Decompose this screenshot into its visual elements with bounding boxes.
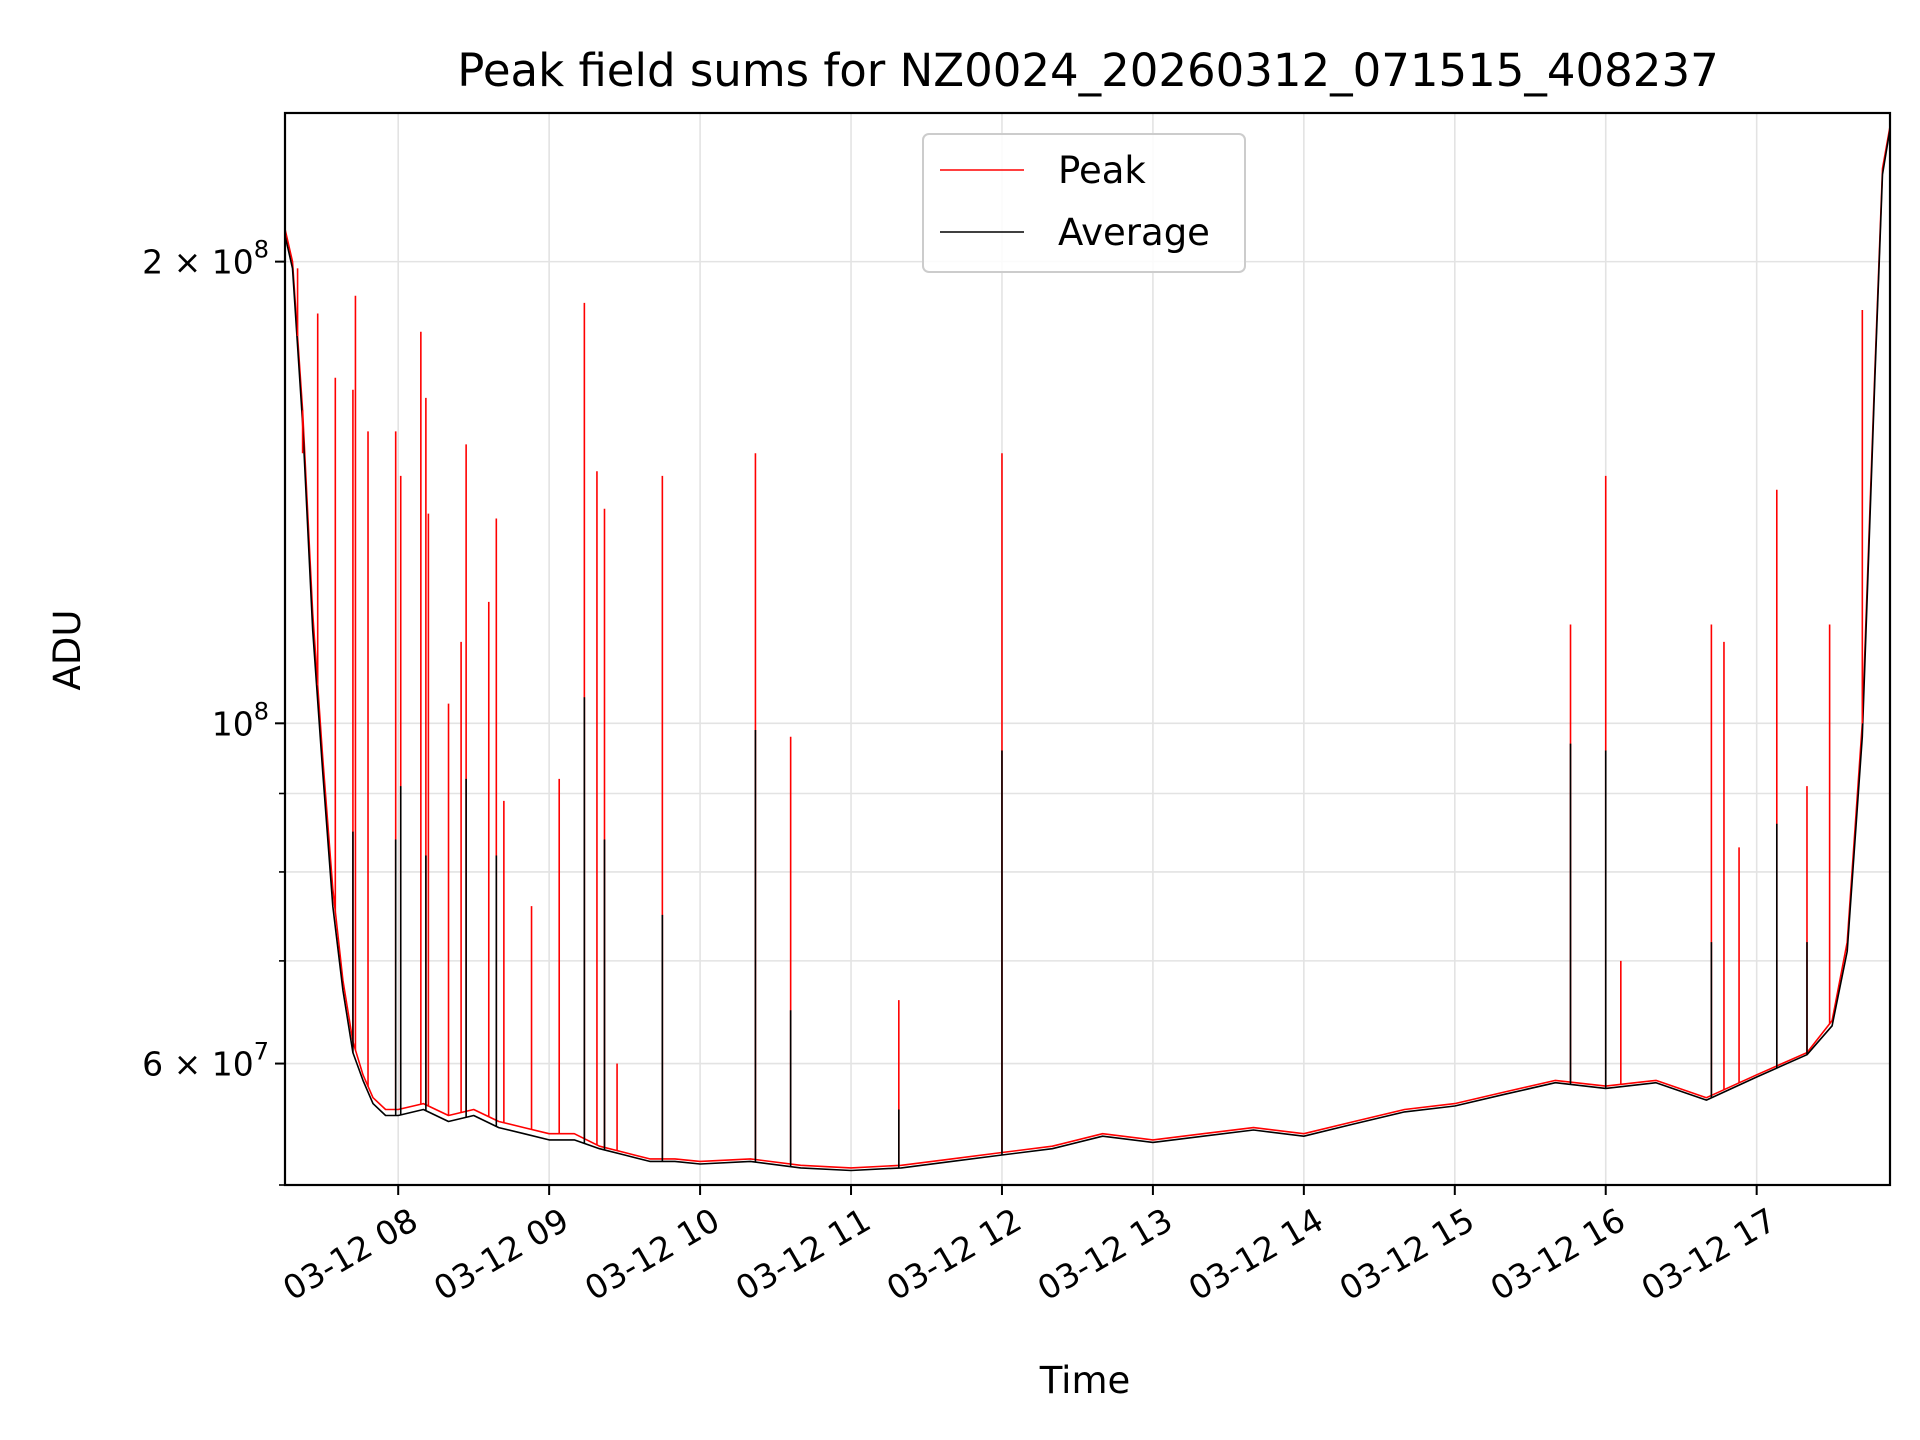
legend-label-average: Average [1058, 211, 1210, 254]
x-tick-label: 03-12 16 [1484, 1200, 1632, 1308]
y-tick-label: 108 [212, 697, 269, 743]
grid-lines [285, 113, 1890, 1185]
series-line-peak [285, 126, 1890, 1169]
x-tick-label: 03-12 17 [1635, 1200, 1783, 1308]
y-axis-label: ADU [46, 610, 89, 691]
legend: Peak Average [922, 133, 1246, 273]
series-line-average [285, 129, 1890, 1172]
x-axis-label: Time [1039, 1359, 1131, 1402]
x-tick-label: 03-12 12 [880, 1200, 1028, 1308]
legend-label-peak: Peak [1058, 149, 1146, 192]
plot-frame [283, 111, 1892, 1187]
y-tick-exponent: 7 [254, 1038, 269, 1066]
x-tick-label: 03-12 14 [1182, 1200, 1330, 1308]
x-tick-label: 03-12 08 [276, 1200, 424, 1308]
x-tick-label: 03-12 11 [729, 1200, 877, 1308]
x-tick-label: 03-12 10 [578, 1200, 726, 1308]
y-tick-exponent: 8 [254, 697, 269, 725]
y-tick-exponent: 8 [254, 236, 269, 264]
legend-box [922, 133, 1246, 273]
plot-series-group [285, 126, 1890, 1172]
plot-area [285, 126, 1890, 1172]
x-tick-label: 03-12 09 [427, 1200, 575, 1308]
chart-title: Peak field sums for NZ0024_20260312_0715… [457, 44, 1718, 97]
y-axis: 2 × 108 108 6 × 107 [142, 236, 285, 1186]
x-axis: 03-12 08 03-12 09 03-12 10 03-12 11 03-12 12… [276, 1185, 1783, 1308]
x-tick-label: 03-12 13 [1031, 1200, 1179, 1308]
x-tick-label: 03-12 15 [1333, 1200, 1481, 1308]
y-tick-label: 6 × 107 [142, 1038, 269, 1084]
y-tick-label: 2 × 108 [142, 236, 269, 282]
